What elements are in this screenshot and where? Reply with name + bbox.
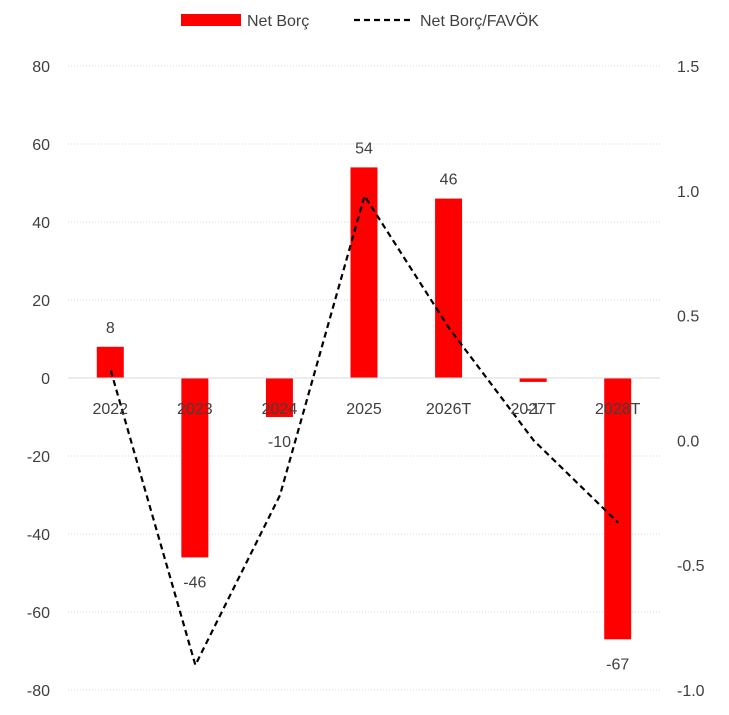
category-labels: 2022 2023 2024 2025 2026T 2027T 2028T [92,401,640,418]
right-tick-label: 1.5 [677,59,699,76]
left-tick-label: -20 [27,449,50,466]
category-label: 2022 [92,401,128,418]
data-label: 8 [106,320,115,337]
bar [604,378,632,640]
right-tick-label: 1.0 [677,184,699,201]
category-label: 2023 [177,401,213,418]
right-tick-label: 0.5 [677,309,699,326]
bar [96,346,124,378]
line-series [109,194,619,667]
bar-series [96,167,632,640]
data-label: 46 [440,172,458,189]
left-tick-label: 80 [32,59,50,76]
category-label: 2024 [262,401,298,418]
legend-label-line: Net Borç/FAVÖK [420,12,539,30]
category-label: 2025 [346,401,382,418]
left-tick-label: 20 [32,293,50,310]
bar [265,378,293,417]
right-axis-ticks: 1.5 1.0 0.5 0.0 -0.5 -1.0 [677,59,705,700]
data-labels: 8 -46 -10 54 46 -1 -67 [106,140,630,673]
data-label: 54 [355,140,373,157]
left-tick-label: -60 [27,605,50,622]
data-label: -67 [606,656,629,673]
legend-label-bar: Net Borç [247,13,309,30]
category-label: 2028T [595,401,641,418]
left-axis-ticks: 80 60 40 20 0 -20 -40 -60 -80 [27,59,50,700]
category-label: 2027T [510,401,556,418]
right-tick-label: 0.0 [677,433,699,450]
left-tick-label: -80 [27,683,50,700]
data-label: -46 [183,574,206,591]
left-tick-label: 40 [32,215,50,232]
category-label: 2026T [426,401,472,418]
left-tick-label: 60 [32,137,50,154]
legend: Net Borç Net Borç/FAVÖK [181,12,539,30]
left-tick-label: 0 [41,371,50,388]
data-label: -1 [526,401,540,418]
data-label: -10 [268,434,291,451]
bar [435,198,463,378]
left-tick-label: -40 [27,527,50,544]
series-line [109,194,619,667]
right-tick-label: -0.5 [677,558,705,575]
legend-swatch-bar [181,14,241,26]
bar [519,378,547,382]
bar [181,378,209,558]
bar [350,167,378,378]
right-tick-label: -1.0 [677,683,705,700]
